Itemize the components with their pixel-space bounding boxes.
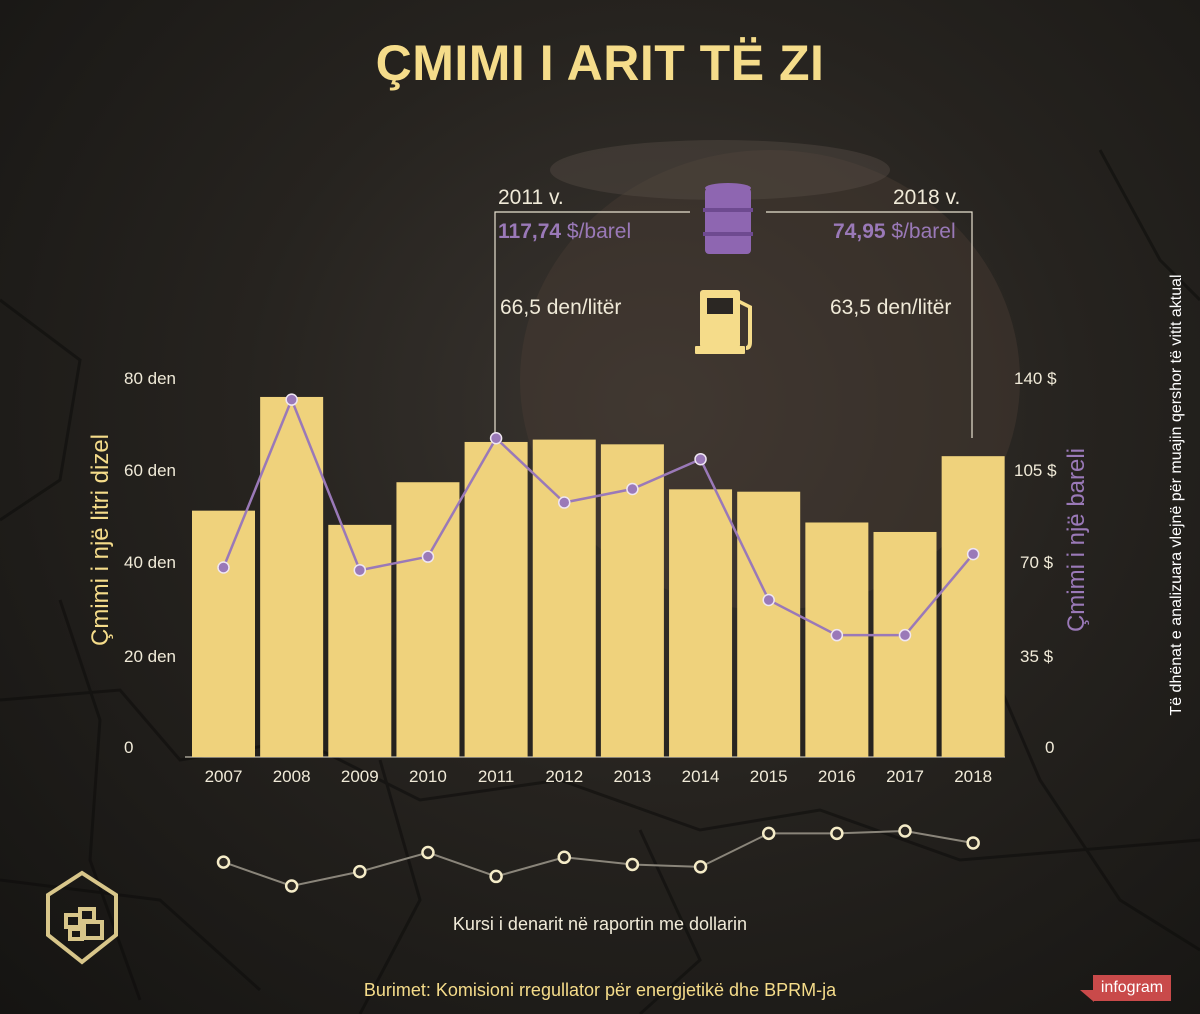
- diesel-bar-2018: [941, 456, 1005, 757]
- oil-point-2007: [217, 561, 230, 574]
- right-tick-70: 70 $: [1020, 553, 1054, 572]
- diesel-bar-2015: [737, 491, 801, 757]
- oil-point-2009: [353, 563, 367, 577]
- diesel-bar-2011: [464, 441, 528, 757]
- x-label-2013: 2013: [613, 767, 652, 786]
- diesel-bar-2007: [192, 510, 255, 757]
- right-tick-140: 140 $: [1014, 369, 1057, 388]
- exchange-point-2009: [353, 864, 367, 879]
- left-tick-80: 80 den: [124, 369, 176, 388]
- exchange-point-2007: [216, 855, 231, 869]
- exchange-point-2011: [489, 869, 503, 884]
- left-tick-40: 40 den: [124, 553, 176, 572]
- exchange-point-2015: [761, 826, 776, 841]
- oil-point-2013: [626, 482, 639, 496]
- diesel-bar-2009: [328, 524, 392, 757]
- x-label-2012: 2012: [545, 767, 584, 786]
- oil-point-2015: [762, 593, 775, 607]
- x-label-2007: 2007: [204, 767, 243, 786]
- exchange-rate-line: [223, 829, 974, 888]
- x-label-2011: 2011: [477, 767, 515, 786]
- right-tick-105: 105 $: [1014, 461, 1057, 480]
- exchange-point-2014: [693, 860, 708, 874]
- infogram-brand-link[interactable]: infogram: [1093, 975, 1171, 1001]
- exchange-point-2012: [557, 850, 571, 865]
- exchange-point-2013: [625, 857, 640, 872]
- left-tick-60: 60 den: [124, 461, 176, 480]
- oil-point-2014: [694, 452, 707, 466]
- oil-point-2017: [898, 628, 912, 642]
- exchange-point-2008: [284, 879, 299, 893]
- oil-point-2011: [489, 432, 503, 445]
- diesel-bar-2008: [260, 396, 324, 757]
- diesel-bar-2017: [873, 531, 937, 757]
- diesel-bar-2010: [396, 482, 460, 757]
- source-note: Burimet: Komisioni rregullator për energ…: [363, 980, 837, 1000]
- right-oil-price: 74,95 $/barel: [833, 220, 956, 243]
- x-label-2017: 2017: [886, 767, 924, 786]
- x-label-2016: 2016: [817, 767, 856, 786]
- diesel-bar-2014: [669, 489, 733, 757]
- page-title: ÇMIMI I ARIT TË ZI: [375, 35, 825, 91]
- right-diesel-price: 63,5 den/litër: [830, 296, 952, 319]
- left-year-label: 2011 v.: [498, 186, 564, 209]
- x-label-2008: 2008: [272, 767, 311, 786]
- x-label-2015: 2015: [749, 767, 788, 786]
- exchange-point-2016: [830, 826, 844, 841]
- oil-point-2010: [421, 550, 435, 563]
- brand-tail: [1080, 990, 1094, 1002]
- diesel-bar-2013: [600, 444, 664, 757]
- oil-point-2012: [558, 496, 571, 509]
- left-diesel-price: 66,5 den/litër: [500, 296, 622, 319]
- x-label-2009: 2009: [340, 767, 379, 786]
- right-tick-35: 35 $: [1020, 647, 1054, 666]
- x-label-2010: 2010: [409, 767, 447, 786]
- x-label-2018: 2018: [954, 767, 993, 786]
- oil-point-2018: [966, 547, 980, 561]
- right-tick-0: 0: [1045, 738, 1055, 757]
- left-tick-20: 20 den: [124, 647, 176, 666]
- oil-point-2016: [830, 628, 844, 642]
- left-tick-0: 0: [124, 738, 134, 757]
- right-year-label: 2018 v.: [893, 186, 961, 209]
- oil-point-2008: [285, 393, 298, 406]
- exchange-point-2018: [966, 836, 980, 850]
- exchange-point-2010: [421, 845, 435, 860]
- diesel-bar-2012: [532, 439, 596, 757]
- x-label-2014: 2014: [681, 767, 720, 786]
- oil-price-line: [222, 396, 975, 637]
- exchange-rate-label: Kursi i denarit në raportin me dollarin: [452, 914, 748, 934]
- exchange-point-2017: [898, 824, 912, 838]
- left-oil-price: 117,74 $/barel: [498, 220, 632, 243]
